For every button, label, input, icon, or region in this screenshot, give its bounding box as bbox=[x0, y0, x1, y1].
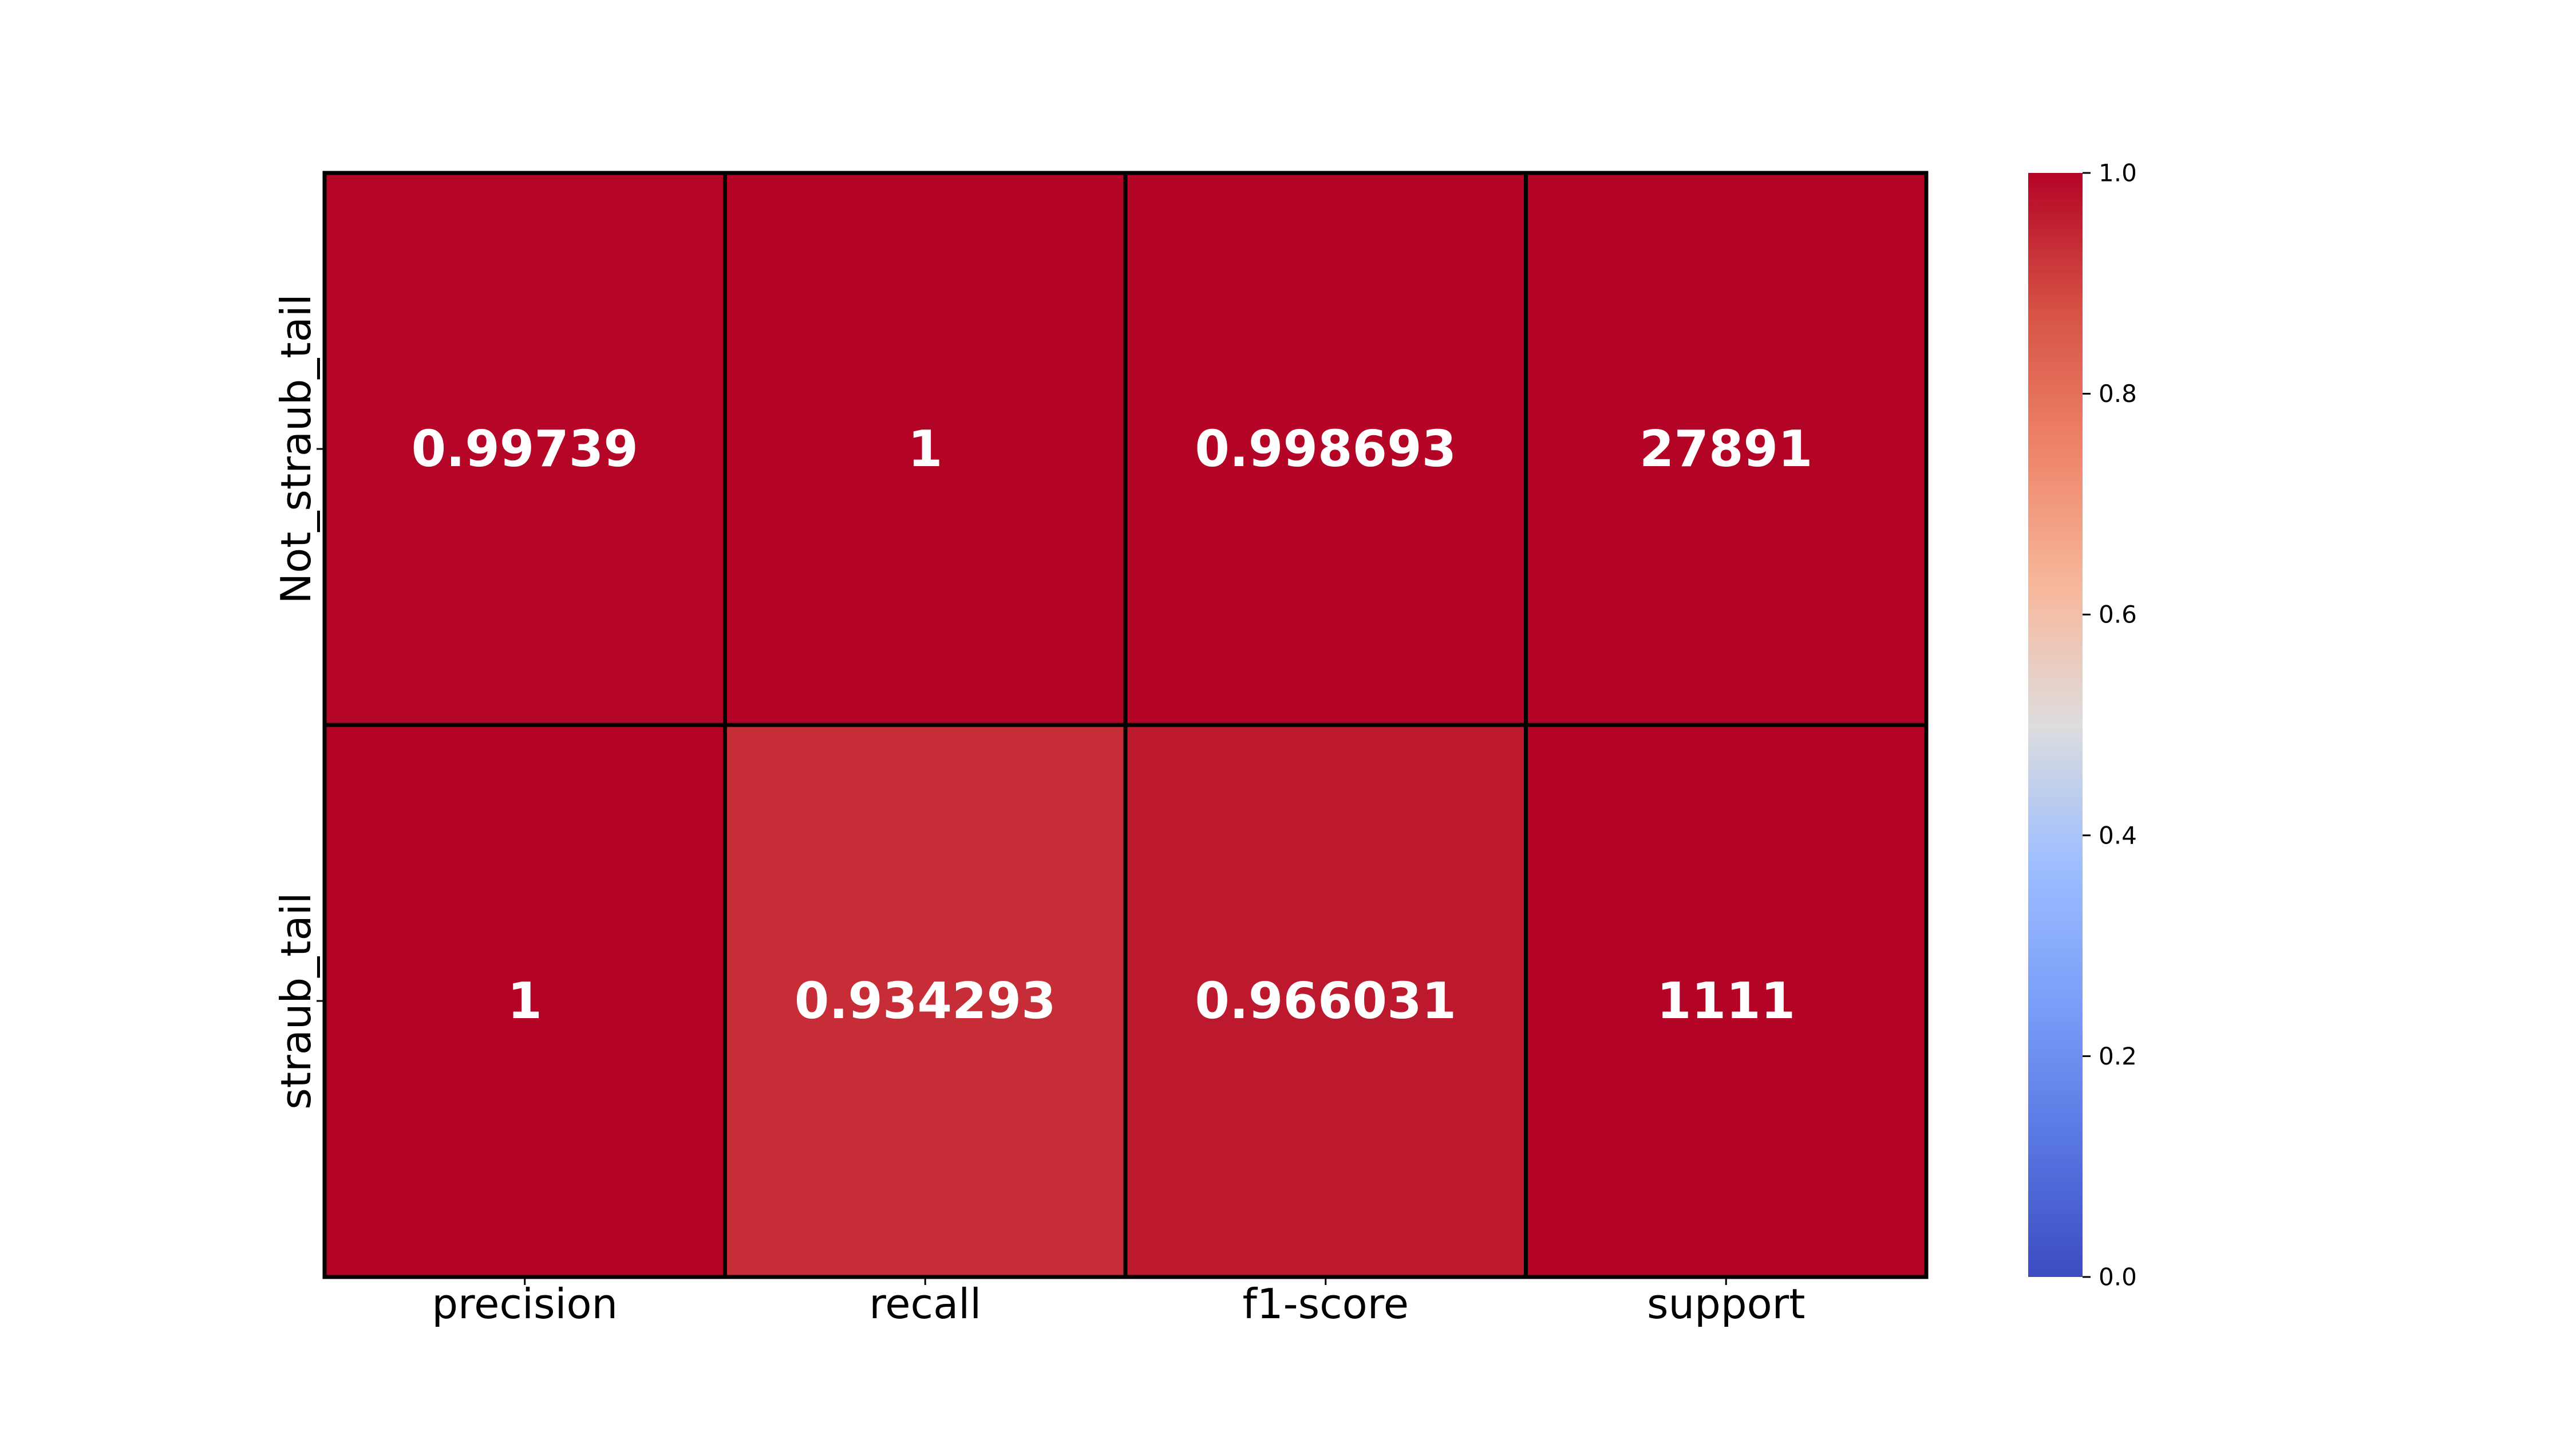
colorbar-tick-label: 0.4 bbox=[2099, 821, 2137, 849]
cell-annotation-r0-c3: 27891 bbox=[1639, 420, 1813, 478]
cell-annotation-r1-c2: 0.966031 bbox=[1195, 972, 1456, 1030]
heatmap-cell-r0-c3 bbox=[1524, 171, 1929, 727]
cell-annotation-r0-c1: 1 bbox=[908, 420, 943, 478]
cell-annotation-r0-c2: 0.998693 bbox=[1195, 420, 1456, 478]
colorbar: 0.0 0.2 0.4 0.6 0.8 1.0 bbox=[2028, 159, 2137, 1291]
plot-frame bbox=[323, 172, 1927, 1278]
cell-annotation-r1-c0: 1 bbox=[507, 972, 542, 1030]
heatmap-annotations: 0.99739 1 0.998693 27891 1 0.934293 0.966031 11… bbox=[412, 420, 1813, 1030]
cell-annotation-r0-c0: 0.99739 bbox=[412, 420, 638, 478]
heatmap-cells bbox=[322, 171, 1929, 1279]
heatmap-cell-r1-c1 bbox=[723, 723, 1128, 1279]
heatmap-cell-r1-c0 bbox=[322, 723, 727, 1279]
x-axis: precision recall f1-score support bbox=[432, 1277, 1805, 1328]
cell-annotation-r1-c1: 0.934293 bbox=[795, 972, 1056, 1030]
x-tick-label-support: support bbox=[1647, 1280, 1805, 1328]
heatmap-cell-r1-c3 bbox=[1524, 723, 1929, 1279]
colorbar-tick-label: 0.6 bbox=[2099, 601, 2137, 629]
x-tick-label-precision: precision bbox=[432, 1280, 618, 1328]
y-axis: Not_straub_tail straub_tail bbox=[272, 294, 325, 1110]
heatmap-cell-r0-c0 bbox=[322, 171, 727, 727]
cell-annotation-r1-c3: 1111 bbox=[1657, 972, 1795, 1030]
y-tick-label-Not_straub_tail: Not_straub_tail bbox=[272, 294, 320, 604]
colorbar-tick-label: 0.0 bbox=[2099, 1263, 2137, 1291]
colorbar-tick-label: 1.0 bbox=[2099, 159, 2137, 187]
heatmap-cell-r0-c1 bbox=[723, 171, 1128, 727]
x-tick-label-recall: recall bbox=[869, 1280, 981, 1328]
y-tick-label-straub_tail: straub_tail bbox=[272, 892, 320, 1109]
x-tick-label-f1-score: f1-score bbox=[1242, 1280, 1409, 1328]
colorbar-tick-label: 0.8 bbox=[2099, 380, 2137, 408]
colorbar-tick-label: 0.2 bbox=[2099, 1042, 2137, 1070]
colorbar-gradient bbox=[2028, 173, 2083, 1277]
